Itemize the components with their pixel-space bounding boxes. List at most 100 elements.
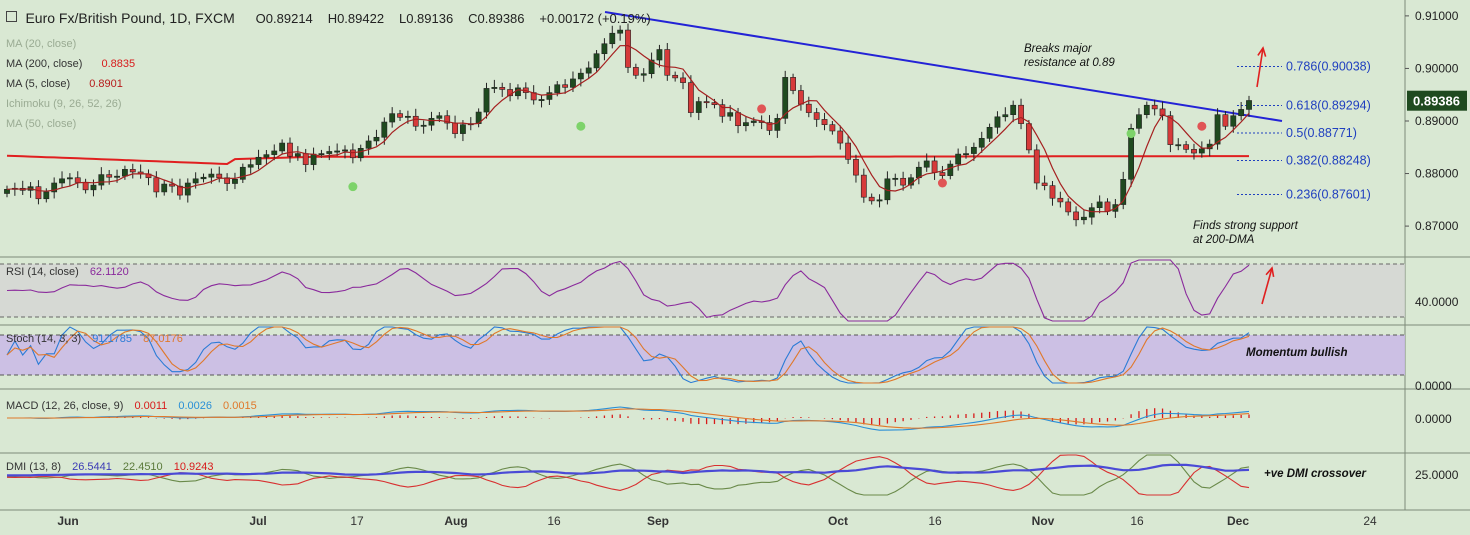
candle-body (1025, 123, 1032, 151)
dmi-tick-label: 25.0000 (1415, 468, 1459, 482)
candle-body (114, 175, 120, 178)
candle-body (153, 177, 160, 193)
indicator-legend: MA (20, close) MA (200, close) 0.8835 MA… (6, 34, 135, 134)
collapse-icon[interactable] (6, 11, 17, 22)
candle-body (1010, 104, 1017, 115)
candle-body (216, 173, 223, 179)
candle-body (774, 118, 781, 131)
candle (837, 125, 844, 150)
stoch-legend[interactable]: Stoch (14, 3, 3) 91.1785 87.0176 (6, 333, 183, 345)
candle (562, 79, 569, 94)
legend-ma20[interactable]: MA (20, close) (6, 38, 77, 50)
ohlc-high-label: H (327, 11, 338, 26)
candle (868, 193, 875, 205)
candle (538, 94, 545, 108)
resistance-note: Breaks major resistance at 0.89 (1024, 43, 1115, 69)
candle-body (491, 87, 498, 89)
macd-legend[interactable]: MACD (12, 26, close, 9) 0.0011 0.0026 0.… (6, 400, 257, 412)
candle-body (499, 87, 506, 90)
candle (59, 171, 65, 188)
candle-body (279, 142, 286, 152)
dmi-note: +ve DMI crossover (1264, 468, 1366, 480)
candle-body (184, 182, 191, 196)
legend-ma200[interactable]: MA (200, close) 0.8835 (6, 58, 136, 70)
legend-ma5[interactable]: MA (5, close) 0.8901 (6, 78, 123, 90)
candle (294, 146, 301, 161)
ohlc-high-value: 0.89422 (337, 11, 385, 26)
candle-body (782, 77, 789, 119)
candle-body (302, 153, 309, 165)
candle (829, 120, 836, 135)
candle-body (1159, 108, 1166, 117)
candle-body (868, 196, 875, 202)
stoch-k-line (6, 326, 1250, 384)
candle-body (735, 112, 741, 127)
candle (664, 43, 671, 81)
candle (1198, 141, 1205, 158)
candle-body (483, 88, 490, 113)
candle (853, 154, 859, 183)
candle (177, 178, 183, 200)
candle-body (562, 84, 569, 88)
candle-body (161, 183, 168, 193)
signal-dot (1197, 121, 1207, 131)
candle (805, 96, 812, 118)
price-arrow (1256, 47, 1264, 88)
macd-signal-line (7, 408, 1250, 429)
candle (1002, 107, 1009, 122)
candle-body (766, 122, 773, 131)
candle-body (554, 84, 561, 93)
candle-body (546, 92, 553, 100)
candle-body (1183, 144, 1190, 150)
price-change: +0.00172 (+0.19%) (539, 11, 651, 26)
candle (530, 85, 537, 105)
candle (98, 167, 105, 190)
candle (1049, 181, 1056, 206)
legend-ichimoku[interactable]: Ichimoku (9, 26, 52, 26) (6, 98, 122, 110)
candle (216, 166, 223, 183)
rsi-line (6, 259, 1250, 322)
candle-body (177, 185, 183, 196)
candle (750, 117, 757, 127)
candle (507, 82, 513, 102)
stoch-tick-label: 0.0000 (1415, 379, 1452, 393)
candle (137, 164, 144, 179)
rsi-legend[interactable]: RSI (14, close) 62.1120 (6, 266, 129, 278)
candle (656, 44, 663, 68)
candle (389, 107, 396, 128)
candles (4, 23, 1252, 227)
candle-body (632, 67, 639, 76)
candle-body (750, 120, 757, 123)
candle (860, 168, 867, 203)
candle-body (420, 124, 427, 127)
candle-body (318, 153, 325, 156)
candle-body (1191, 149, 1197, 154)
candle-body (287, 142, 293, 157)
candle (640, 68, 647, 82)
candle (892, 173, 899, 187)
candle (546, 86, 553, 106)
candle (845, 135, 852, 164)
candle (1151, 99, 1158, 116)
candle-body (986, 126, 993, 139)
legend-ma50[interactable]: MA (50, close) (6, 118, 77, 130)
candle (1159, 101, 1166, 121)
momentum-note: Momentum bullish (1246, 347, 1348, 359)
dmi-legend[interactable]: DMI (13, 8) 26.5441 22.4510 10.9243 (6, 461, 214, 473)
candle-body (947, 163, 954, 176)
rsi-arrow (1261, 267, 1273, 305)
candle-body (35, 186, 42, 200)
candle (1041, 175, 1048, 191)
candle-body (963, 153, 969, 156)
candle-body (192, 178, 199, 184)
time-tick-label: 16 (547, 514, 561, 528)
candle (381, 117, 388, 145)
symbol-title: Euro Fx/British Pound, 1D, FXCM (25, 10, 235, 26)
candle-body (1238, 109, 1245, 117)
candle (106, 169, 113, 185)
time-tick-label: Dec (1227, 514, 1249, 528)
candle-body (805, 103, 812, 113)
candle (978, 131, 985, 153)
